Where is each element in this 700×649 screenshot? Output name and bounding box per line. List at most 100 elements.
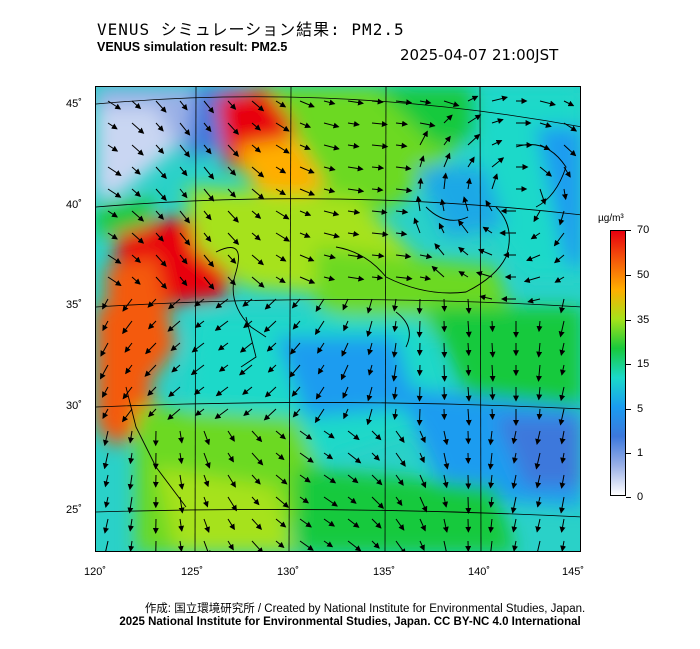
wind-arrow <box>392 320 399 333</box>
wind-arrow <box>299 188 316 196</box>
wind-arrow <box>148 408 157 418</box>
wind-arrow <box>227 452 234 463</box>
wind-arrow <box>561 188 568 201</box>
wind-arrow <box>392 298 398 312</box>
wind-arrow <box>323 474 337 484</box>
wind-arrow <box>299 540 314 551</box>
colorbar-tick-mark <box>626 275 631 276</box>
wind-arrow <box>243 320 253 329</box>
wind-arrow <box>127 474 134 491</box>
wind-arrow <box>107 254 122 264</box>
wind-arrow <box>107 210 118 218</box>
wind-arrow <box>127 518 134 532</box>
wind-arrow <box>242 386 253 395</box>
wind-arrow <box>395 142 408 149</box>
wind-arrow <box>419 121 436 128</box>
wind-arrow <box>323 144 340 151</box>
wind-arrow <box>323 210 340 217</box>
wind-arrow <box>107 166 122 176</box>
wind-arrow <box>275 210 290 220</box>
wind-arrow <box>275 518 287 528</box>
wind-arrow <box>299 474 311 483</box>
lat-label-35: 35˚ <box>66 299 82 311</box>
wind-arrow <box>488 474 495 489</box>
wind-arrow <box>103 518 109 534</box>
wind-arrow <box>103 496 110 508</box>
wind-arrow <box>242 298 253 307</box>
wind-arrow <box>239 364 253 376</box>
colorbar-tick-mark <box>626 453 631 454</box>
wind-arrow <box>128 540 135 551</box>
wind-arrow <box>275 276 286 284</box>
wind-arrow <box>488 430 494 446</box>
wind-arrow <box>323 540 334 548</box>
wind-arrow <box>371 98 384 105</box>
wind-arrow <box>535 364 542 382</box>
wind-arrow <box>203 188 215 202</box>
wind-arrow <box>560 540 567 551</box>
wind-arrow <box>536 386 543 401</box>
wind-arrow <box>275 540 285 549</box>
lon-label-130: 130˚ <box>276 566 300 578</box>
colorbar-tick-label: 15 <box>637 358 650 370</box>
wind-arrow <box>465 177 472 190</box>
wind-arrow <box>371 186 384 193</box>
lon-label-135: 135˚ <box>372 566 396 578</box>
wind-arrow <box>239 342 253 353</box>
wind-arrow <box>489 386 496 401</box>
wind-arrow <box>442 474 449 489</box>
wind-arrow <box>395 99 413 106</box>
wind-arrow <box>510 496 517 514</box>
wind-arrow <box>559 518 566 533</box>
wind-arrow <box>131 232 145 244</box>
wind-arrow <box>419 275 432 281</box>
wind-arrow <box>251 144 262 153</box>
wind-arrow <box>534 452 541 470</box>
wind-arrow <box>419 496 428 513</box>
wind-arrow <box>314 320 325 336</box>
wind-arrow <box>558 210 565 226</box>
wind-arrow <box>168 298 181 310</box>
wind-arrow <box>491 157 505 168</box>
wind-arrow <box>371 452 380 461</box>
wind-arrow <box>107 144 119 152</box>
wind-arrow <box>559 496 565 514</box>
wind-arrow <box>179 144 191 158</box>
wind-arrow <box>194 298 205 307</box>
wind-arrow <box>227 496 237 512</box>
wind-arrow <box>194 320 205 329</box>
wind-arrow <box>251 100 265 112</box>
wind-arrow <box>263 408 277 421</box>
wind-arrow <box>539 122 552 128</box>
coastlines <box>125 144 567 508</box>
wind-arrow <box>102 540 109 551</box>
wind-arrow <box>536 408 543 420</box>
wind-arrow <box>227 430 235 442</box>
wind-arrow <box>340 364 349 381</box>
colorbar-tick-mark <box>626 364 631 365</box>
wind-arrow <box>347 496 357 504</box>
wind-arrow <box>367 364 374 376</box>
wind-arrow <box>467 133 481 146</box>
wind-arrow <box>367 342 374 356</box>
wind-arrow <box>267 364 277 373</box>
forecast-timestamp: 2025-04-07 21:00JST <box>400 46 559 64</box>
wind-arrow <box>563 144 577 157</box>
wind-arrow <box>227 540 234 551</box>
wind-arrow <box>395 496 403 507</box>
wind-arrow <box>178 430 184 444</box>
colorbar <box>610 230 626 496</box>
wind-arrow <box>535 474 542 489</box>
wind-arrow <box>251 474 261 485</box>
wind-arrow <box>203 474 210 488</box>
wind-arrow <box>553 232 565 247</box>
wind-arrow <box>465 364 472 377</box>
wind-arrow <box>323 165 336 172</box>
wind-arrow <box>155 122 164 132</box>
wind-arrow <box>102 386 109 398</box>
wind-arrow <box>441 364 448 382</box>
wind-arrow <box>122 386 133 400</box>
wind-arrow <box>479 294 493 301</box>
lon-label-145: 145˚ <box>561 566 585 578</box>
wind-arrow <box>415 195 422 212</box>
